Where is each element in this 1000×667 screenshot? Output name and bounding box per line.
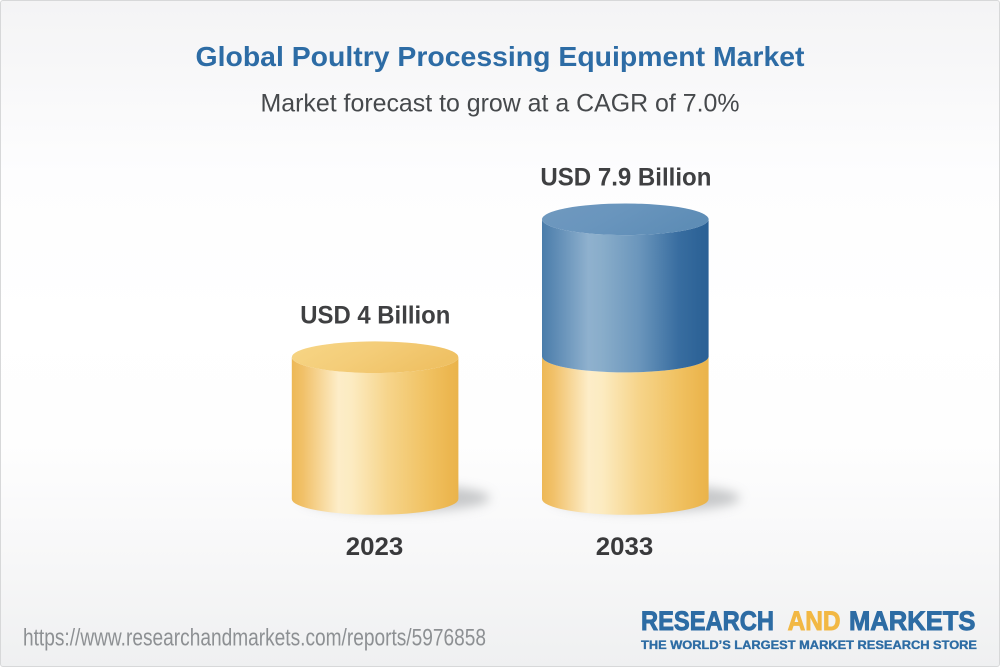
svg-text:Global Poultry Processing Equi: Global Poultry Processing Equipment Mark…	[196, 41, 805, 72]
svg-text:AND: AND	[788, 606, 841, 636]
svg-text:THE WORLD’S LARGEST MARKET RES: THE WORLD’S LARGEST MARKET RESEARCH STOR…	[641, 638, 977, 652]
svg-text:USD 7.9 Billion: USD 7.9 Billion	[540, 164, 711, 192]
svg-text:MARKETS: MARKETS	[849, 606, 976, 636]
svg-text:2023: 2023	[346, 533, 404, 561]
svg-text:RESEARCH: RESEARCH	[641, 606, 774, 636]
svg-text:2033: 2033	[596, 533, 654, 561]
svg-text:USD 4 Billion: USD 4 Billion	[300, 302, 450, 330]
svg-text:Market forecast to grow at a C: Market forecast to grow at a CAGR of 7.0…	[261, 89, 740, 117]
svg-text:https://www.researchandmarkets: https://www.researchandmarkets.com/repor…	[23, 625, 486, 652]
